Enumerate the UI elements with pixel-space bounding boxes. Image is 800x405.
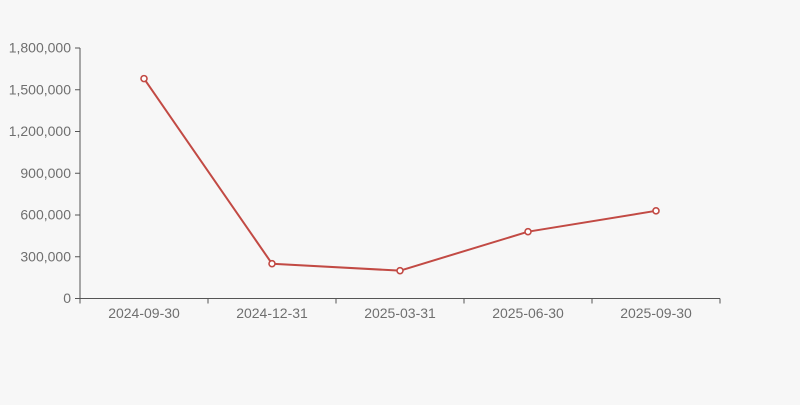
y-tick-label: 0	[63, 290, 71, 306]
data-point-marker[interactable]	[652, 207, 660, 215]
y-tick-label: 300,000	[20, 248, 71, 264]
data-point-marker[interactable]	[524, 227, 532, 236]
data-point-marker[interactable]	[396, 266, 404, 275]
y-tick-label: 600,000	[20, 207, 71, 223]
x-tick-label: 2025-06-30	[492, 305, 564, 321]
y-tick-label: 1,200,000	[9, 123, 71, 139]
x-tick-label: 2024-09-30	[108, 305, 180, 321]
x-tick-label: 2024-12-31	[236, 305, 308, 321]
axis-lines	[79, 48, 720, 299]
data-point-marker[interactable]	[140, 74, 148, 83]
series-line	[143, 77, 657, 272]
x-tick-label: 2025-09-30	[620, 305, 692, 321]
y-tick-label: 1,800,000	[9, 40, 71, 56]
x-tick-label: 2025-03-31	[364, 305, 436, 321]
y-tick-label: 900,000	[20, 165, 71, 181]
y-tick-label: 1,500,000	[9, 81, 71, 97]
data-point-marker[interactable]	[268, 259, 276, 268]
